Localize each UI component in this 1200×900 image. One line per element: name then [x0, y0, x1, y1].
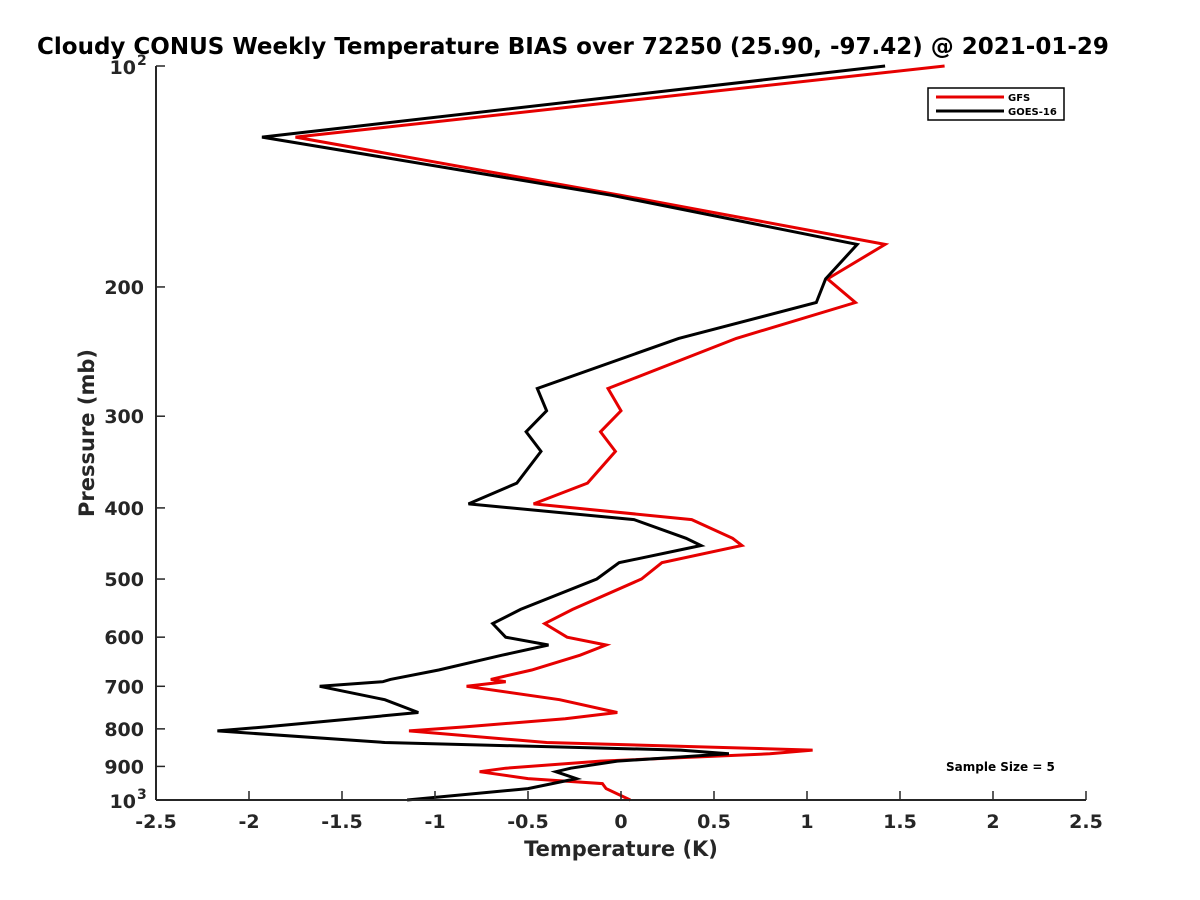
- plot-area: -2.5 -2 -1.5 -1 -0.5 0 0.5 1 1.5 2 2.510 2200300400…: [104, 53, 1103, 833]
- x-tick-label: -1.5: [321, 811, 363, 833]
- x-tick-label: 2: [986, 811, 999, 833]
- x-tick-label: 2.5: [1069, 811, 1103, 833]
- legend: GFS GOES-16: [927, 87, 1065, 121]
- y-tick-label-exponent: 2: [137, 53, 147, 69]
- y-tick-label: 10 3: [110, 787, 147, 813]
- x-tick-label: 1: [800, 811, 813, 833]
- x-tick-label: -2: [238, 811, 259, 833]
- chart-title: Cloudy CONUS Weekly Temperature BIAS ove…: [37, 34, 1109, 60]
- x-tick-label: -0.5: [507, 811, 549, 833]
- x-tick-label: -2.5: [135, 811, 177, 833]
- y-tick-label-base: 10: [110, 791, 136, 813]
- y-tick-label-text: 700: [104, 676, 144, 698]
- y-tick-label: 600: [104, 627, 144, 649]
- y-tick-label-text: 400: [104, 498, 144, 520]
- x-tick-label: 0.5: [697, 811, 731, 833]
- y-tick-label-text: 500: [104, 569, 144, 591]
- y-tick-label: 500: [104, 569, 144, 591]
- y-tick-label: 400: [104, 498, 144, 520]
- sample-size-annotation: Sample Size = 5: [946, 760, 1055, 774]
- x-axis-label: Temperature (K): [524, 837, 718, 861]
- y-tick-label: 300: [104, 406, 144, 428]
- y-axis-label: Pressure (mb): [75, 349, 99, 517]
- y-tick-label: 700: [104, 676, 144, 698]
- y-tick-label-text: 300: [104, 406, 144, 428]
- y-tick-label: 200: [104, 277, 144, 299]
- series-line-gfs: [295, 64, 945, 802]
- legend-entry-label: GFS: [1008, 93, 1030, 104]
- y-tick-label-text: 800: [104, 719, 144, 741]
- x-tick-label: 0: [614, 811, 627, 833]
- x-tick-label: -1: [424, 811, 445, 833]
- y-tick-label-text: 200: [104, 277, 144, 299]
- y-tick-label-text: 900: [104, 756, 144, 778]
- x-tick-label: 1.5: [883, 811, 917, 833]
- y-tick-label-exponent: 3: [137, 787, 147, 803]
- y-tick-label: 800: [104, 719, 144, 741]
- legend-entry-label: GOES-16: [1008, 107, 1057, 118]
- y-tick-label-text: 600: [104, 627, 144, 649]
- series-line-goes-16: [217, 64, 886, 802]
- y-tick-label: 10 2: [110, 53, 147, 79]
- y-tick-label: 900: [104, 756, 144, 778]
- legend-box: [927, 87, 1065, 121]
- annotations: Sample Size = 5: [946, 760, 1055, 774]
- y-tick-label-base: 10: [110, 57, 136, 79]
